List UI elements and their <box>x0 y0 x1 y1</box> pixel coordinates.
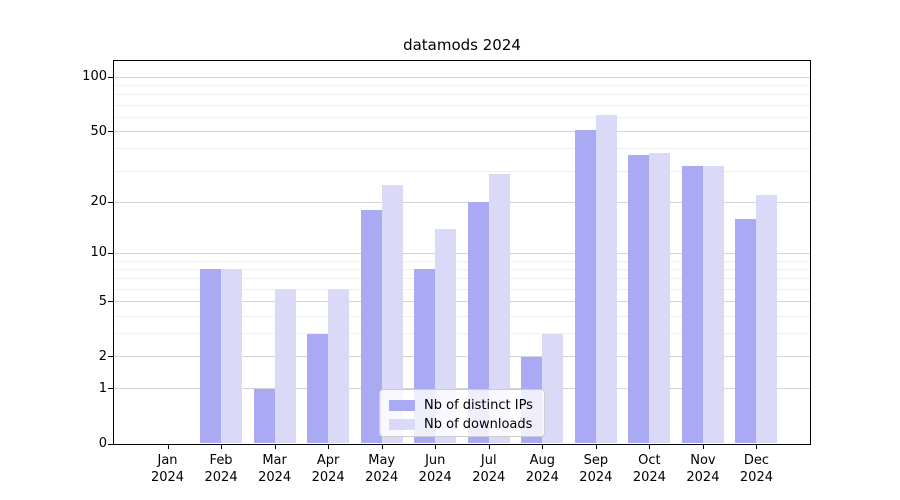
x-tick-label: Jan 2024 <box>150 453 185 485</box>
gridline-major <box>114 77 810 78</box>
x-tick-mark <box>595 445 597 449</box>
gridline-minor <box>114 316 810 317</box>
gridline-major <box>114 202 810 203</box>
bar-distinct-ips-mar <box>253 388 275 443</box>
legend-item-downloads: Nb of downloads <box>389 415 535 434</box>
x-tick-label: Oct 2024 <box>632 453 666 485</box>
chart-title: datamods 2024 <box>403 36 521 54</box>
bar-downloads-oct <box>649 152 671 443</box>
bar-downloads-jul <box>488 173 510 443</box>
bar-downloads-aug <box>542 333 564 443</box>
legend: Nb of distinct IPs Nb of downloads <box>379 389 545 437</box>
bar-downloads-mar <box>274 289 296 443</box>
legend-item-distinct-ips: Nb of distinct IPs <box>389 396 535 415</box>
x-tick-label: Feb 2024 <box>204 453 238 485</box>
y-tick-label: 5 <box>98 293 107 309</box>
gridline-minor <box>114 117 810 118</box>
x-tick-label: Nov 2024 <box>686 453 720 485</box>
bar-downloads-may <box>381 185 403 443</box>
y-tick-mark <box>108 356 113 358</box>
bar-downloads-sep <box>595 114 617 443</box>
legend-label-distinct-ips: Nb of distinct IPs <box>424 398 533 413</box>
y-tick-mark <box>108 76 113 78</box>
y-tick-mark <box>108 443 113 445</box>
gridline-major <box>114 131 810 132</box>
bar-distinct-ips-nov <box>681 166 703 443</box>
y-tick-label: 100 <box>82 69 107 85</box>
y-tick-mark <box>108 252 113 254</box>
bar-downloads-feb <box>221 269 243 443</box>
y-tick-mark <box>108 201 113 203</box>
gridline-minor <box>114 85 810 86</box>
bar-downloads-dec <box>756 194 778 443</box>
y-tick-label: 1 <box>98 380 107 396</box>
gridline-minor <box>114 333 810 334</box>
bar-distinct-ips-may <box>360 209 382 443</box>
gridline-minor <box>114 105 810 106</box>
gridline-minor <box>114 269 810 270</box>
gridline-major <box>114 253 810 254</box>
x-tick-mark <box>649 445 651 449</box>
x-tick-label: Jun 2024 <box>418 453 452 485</box>
x-tick-mark <box>274 445 276 449</box>
x-tick-mark <box>167 445 169 449</box>
x-tick-mark <box>702 445 704 449</box>
y-tick-label: 2 <box>98 348 107 364</box>
x-tick-label: Dec 2024 <box>739 453 773 485</box>
legend-swatch-distinct-ips-icon <box>389 400 415 411</box>
y-tick-mark <box>108 301 113 303</box>
y-tick-mark <box>108 131 113 132</box>
x-tick-mark <box>542 445 544 449</box>
gridline-major <box>114 356 810 357</box>
bar-distinct-ips-sep <box>574 129 596 443</box>
y-tick-label: 50 <box>90 123 107 139</box>
gridline-minor <box>114 278 810 279</box>
x-tick-label: Aug 2024 <box>525 453 559 485</box>
bar-distinct-ips-apr <box>307 333 329 443</box>
bar-downloads-apr <box>328 289 350 443</box>
y-tick-label: 0 <box>98 436 107 451</box>
gridline-major <box>114 388 810 389</box>
bar-distinct-ips-feb <box>200 269 222 443</box>
x-tick-label: Jul 2024 <box>472 453 506 485</box>
x-tick-label: Mar 2024 <box>258 453 292 485</box>
bar-distinct-ips-jul <box>467 202 489 443</box>
x-tick-mark <box>328 445 330 449</box>
y-tick-label: 10 <box>90 245 107 261</box>
x-tick-label: Sep 2024 <box>579 453 613 485</box>
legend-swatch-downloads-icon <box>389 419 415 430</box>
bar-distinct-ips-oct <box>628 154 650 443</box>
bar-downloads-nov <box>702 166 724 443</box>
legend-label-downloads: Nb of downloads <box>424 417 533 432</box>
bar-distinct-ips-dec <box>735 218 757 443</box>
x-tick-label: Apr 2024 <box>311 453 345 485</box>
gridline-minor <box>114 171 810 172</box>
gridline-minor <box>114 289 810 290</box>
y-tick-label: 20 <box>90 194 107 210</box>
x-tick-mark <box>435 445 437 449</box>
y-tick-mark <box>108 388 113 390</box>
gridline-minor <box>114 148 810 149</box>
gridline-major <box>114 301 810 302</box>
gridline-minor <box>114 261 810 262</box>
x-tick-mark <box>221 445 223 449</box>
gridline-minor <box>114 94 810 95</box>
x-tick-label: May 2024 <box>365 453 399 485</box>
x-tick-mark <box>381 445 383 449</box>
plot-area <box>113 60 811 445</box>
x-tick-mark <box>756 445 758 449</box>
x-tick-mark <box>488 445 490 449</box>
